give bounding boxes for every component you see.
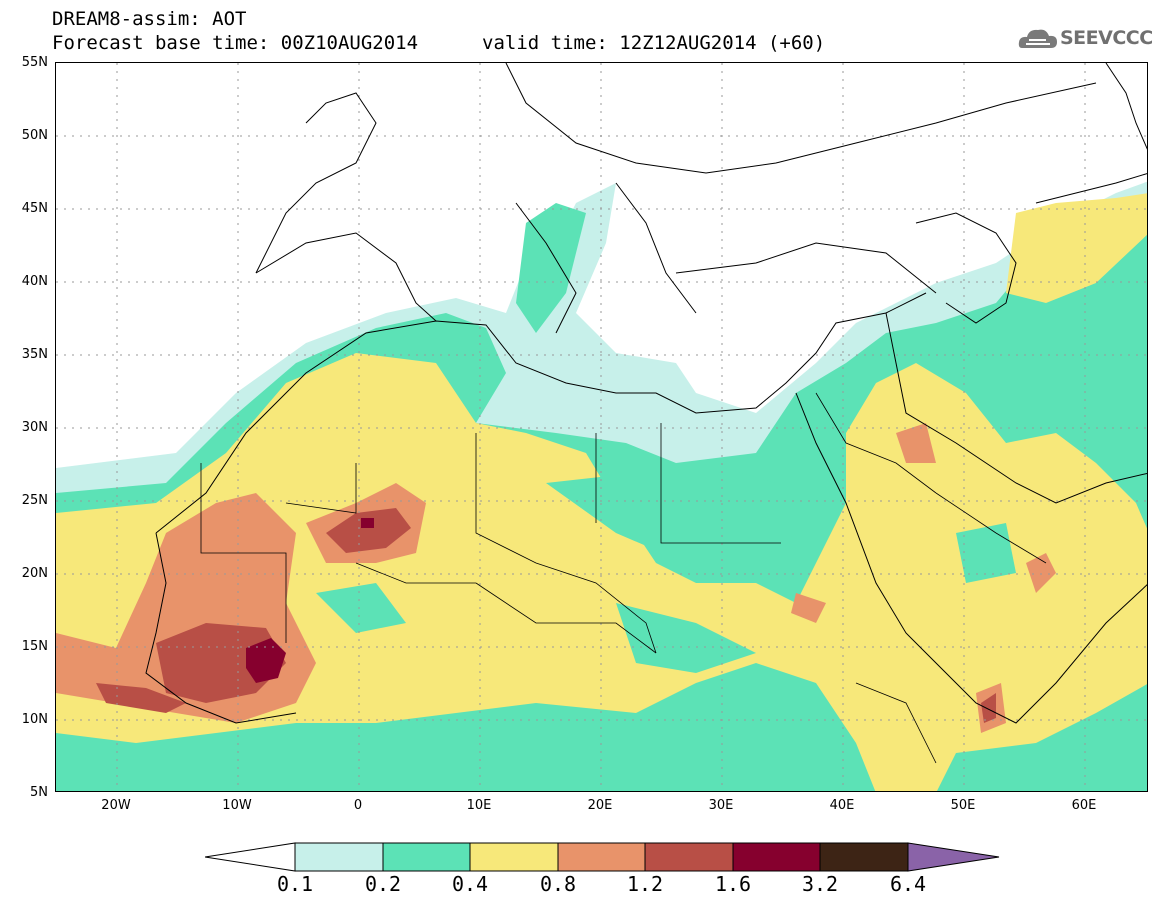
x-tick-label: 20W	[101, 798, 131, 813]
y-tick-label: 40N	[21, 274, 48, 289]
colorbar	[205, 842, 1000, 872]
x-tick-label: 50E	[950, 798, 976, 813]
colorbar-label: 0.4	[451, 872, 489, 896]
graticule	[56, 63, 1147, 791]
aot-field	[56, 63, 1147, 791]
colorbar-segment	[205, 842, 296, 872]
colorbar-label: 1.6	[714, 872, 752, 896]
colorbar-label: 6.4	[889, 872, 927, 896]
colorbar-label: 0.2	[364, 872, 402, 896]
y-tick-label: 30N	[21, 420, 48, 435]
colorbar-label: 3.2	[801, 872, 839, 896]
colorbar-segment	[469, 842, 559, 872]
x-tick-label: 10W	[222, 798, 252, 813]
map-title: DREAM8-assim: AOT	[52, 8, 247, 30]
cloud-icon	[1018, 29, 1057, 48]
y-tick-label: 45N	[21, 201, 48, 216]
y-tick-label: 5N	[30, 785, 48, 800]
y-tick-label: 50N	[21, 128, 48, 143]
colorbar-segment	[732, 842, 821, 872]
colorbar-label: 1.2	[626, 872, 664, 896]
colorbar-label: 0.1	[276, 872, 314, 896]
x-tick-label: 60E	[1071, 798, 1097, 813]
colorbar-segment	[294, 842, 384, 872]
aot-band-0.4	[56, 193, 1147, 791]
aot-band-0.2-islands	[316, 463, 1016, 673]
x-tick-label: 30E	[708, 798, 734, 813]
x-tick-label: 0	[353, 798, 363, 813]
borders	[200, 392, 1047, 764]
aot-band-1.2	[96, 508, 996, 723]
forecast-base-time: Forecast base time: 00Z10AUG2014	[52, 32, 419, 54]
colorbar-segment	[907, 842, 1000, 872]
logo-text: SEEVCCC	[1060, 27, 1153, 49]
colorbar-label: 0.8	[539, 872, 577, 896]
aot-band-1.6	[246, 518, 374, 683]
y-tick-label: 20N	[21, 566, 48, 581]
x-tick-label: 20E	[587, 798, 613, 813]
x-tick-label: 40E	[829, 798, 855, 813]
colorbar-segment	[382, 842, 471, 872]
y-tick-label: 25N	[21, 493, 48, 508]
valid-time: valid time: 12Z12AUG2014 (+60)	[482, 32, 826, 54]
y-tick-label: 15N	[21, 639, 48, 654]
coastlines	[145, 63, 1147, 724]
y-tick-label: 35N	[21, 347, 48, 362]
y-tick-label: 55N	[21, 55, 48, 70]
x-tick-label: 10E	[466, 798, 492, 813]
aot-map	[55, 62, 1148, 792]
colorbar-segment	[644, 842, 734, 872]
colorbar-segment	[819, 842, 909, 872]
colorbar-segment	[557, 842, 646, 872]
y-tick-label: 10N	[21, 712, 48, 727]
